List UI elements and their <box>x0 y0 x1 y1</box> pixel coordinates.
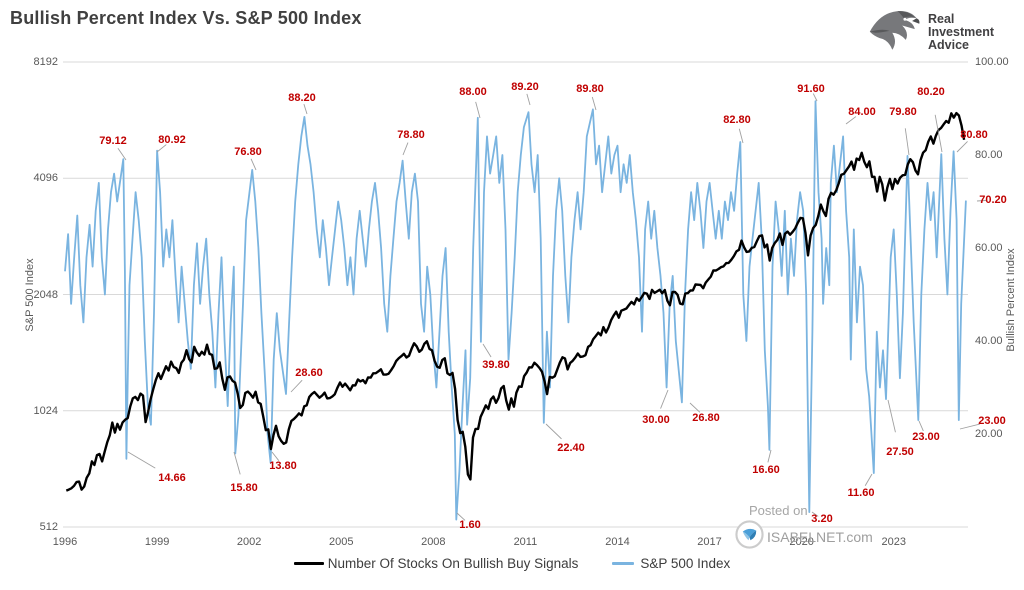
annotation-leader <box>482 343 492 358</box>
legend: Number Of Stocks On Bullish Buy Signals … <box>0 556 1024 571</box>
annotation-leader <box>918 420 924 432</box>
annotation-leader <box>127 451 156 469</box>
annotation-leader <box>591 96 597 111</box>
annotation-leader <box>767 449 772 463</box>
annotation-leader <box>812 93 818 102</box>
annotation-leader <box>250 158 257 171</box>
annotation-leader <box>233 451 241 475</box>
annotation-leader <box>156 144 167 153</box>
legend-label-stocks: Number Of Stocks On Bullish Buy Signals <box>327 556 579 571</box>
annotation-leader <box>934 114 943 153</box>
annotation-leader <box>904 128 910 156</box>
brand-line-3: Advice <box>928 38 969 52</box>
annotation-leader <box>887 399 896 433</box>
brand-name: Real Investment Advice <box>928 13 994 52</box>
annotation-leader <box>660 389 669 409</box>
annotation-leader <box>545 423 562 440</box>
brand-line-1: Real <box>928 12 955 26</box>
annotation-leader <box>303 103 308 115</box>
bpi-line <box>64 100 967 521</box>
annotation-leader <box>117 147 127 161</box>
annotation-leader <box>976 199 987 202</box>
annotation-leader <box>956 141 968 153</box>
eagle-icon <box>868 6 922 59</box>
legend-swatch-blue <box>612 562 635 565</box>
watermark: Posted on ISABELNET.com <box>735 503 873 554</box>
brand-line-2: Investment <box>928 25 994 39</box>
annotation-leader <box>689 402 701 413</box>
legend-swatch-black <box>293 562 324 565</box>
annotation-leader <box>864 473 873 487</box>
annotation-leader <box>456 512 466 521</box>
annotation-leader <box>811 511 819 517</box>
brand-logo: Real Investment Advice <box>868 6 994 59</box>
annotation-leader <box>402 142 409 156</box>
annotation-leader <box>959 423 980 430</box>
annotation-leader <box>271 451 280 461</box>
legend-label-sp500: S&P 500 Index <box>640 556 731 571</box>
isabelnet-globe-icon <box>735 520 764 554</box>
isabelnet-text: ISABELNET.com <box>767 529 873 545</box>
page-title: Bullish Percent Index Vs. S&P 500 Index <box>10 8 362 28</box>
annotation-leader <box>290 379 303 393</box>
annotation-leader <box>845 116 857 125</box>
annotation-leader <box>475 101 481 119</box>
annotation-leader <box>526 93 531 106</box>
annotation-leader <box>738 128 744 144</box>
sp500-line <box>65 111 966 492</box>
posted-on-text: Posted on <box>749 503 808 518</box>
